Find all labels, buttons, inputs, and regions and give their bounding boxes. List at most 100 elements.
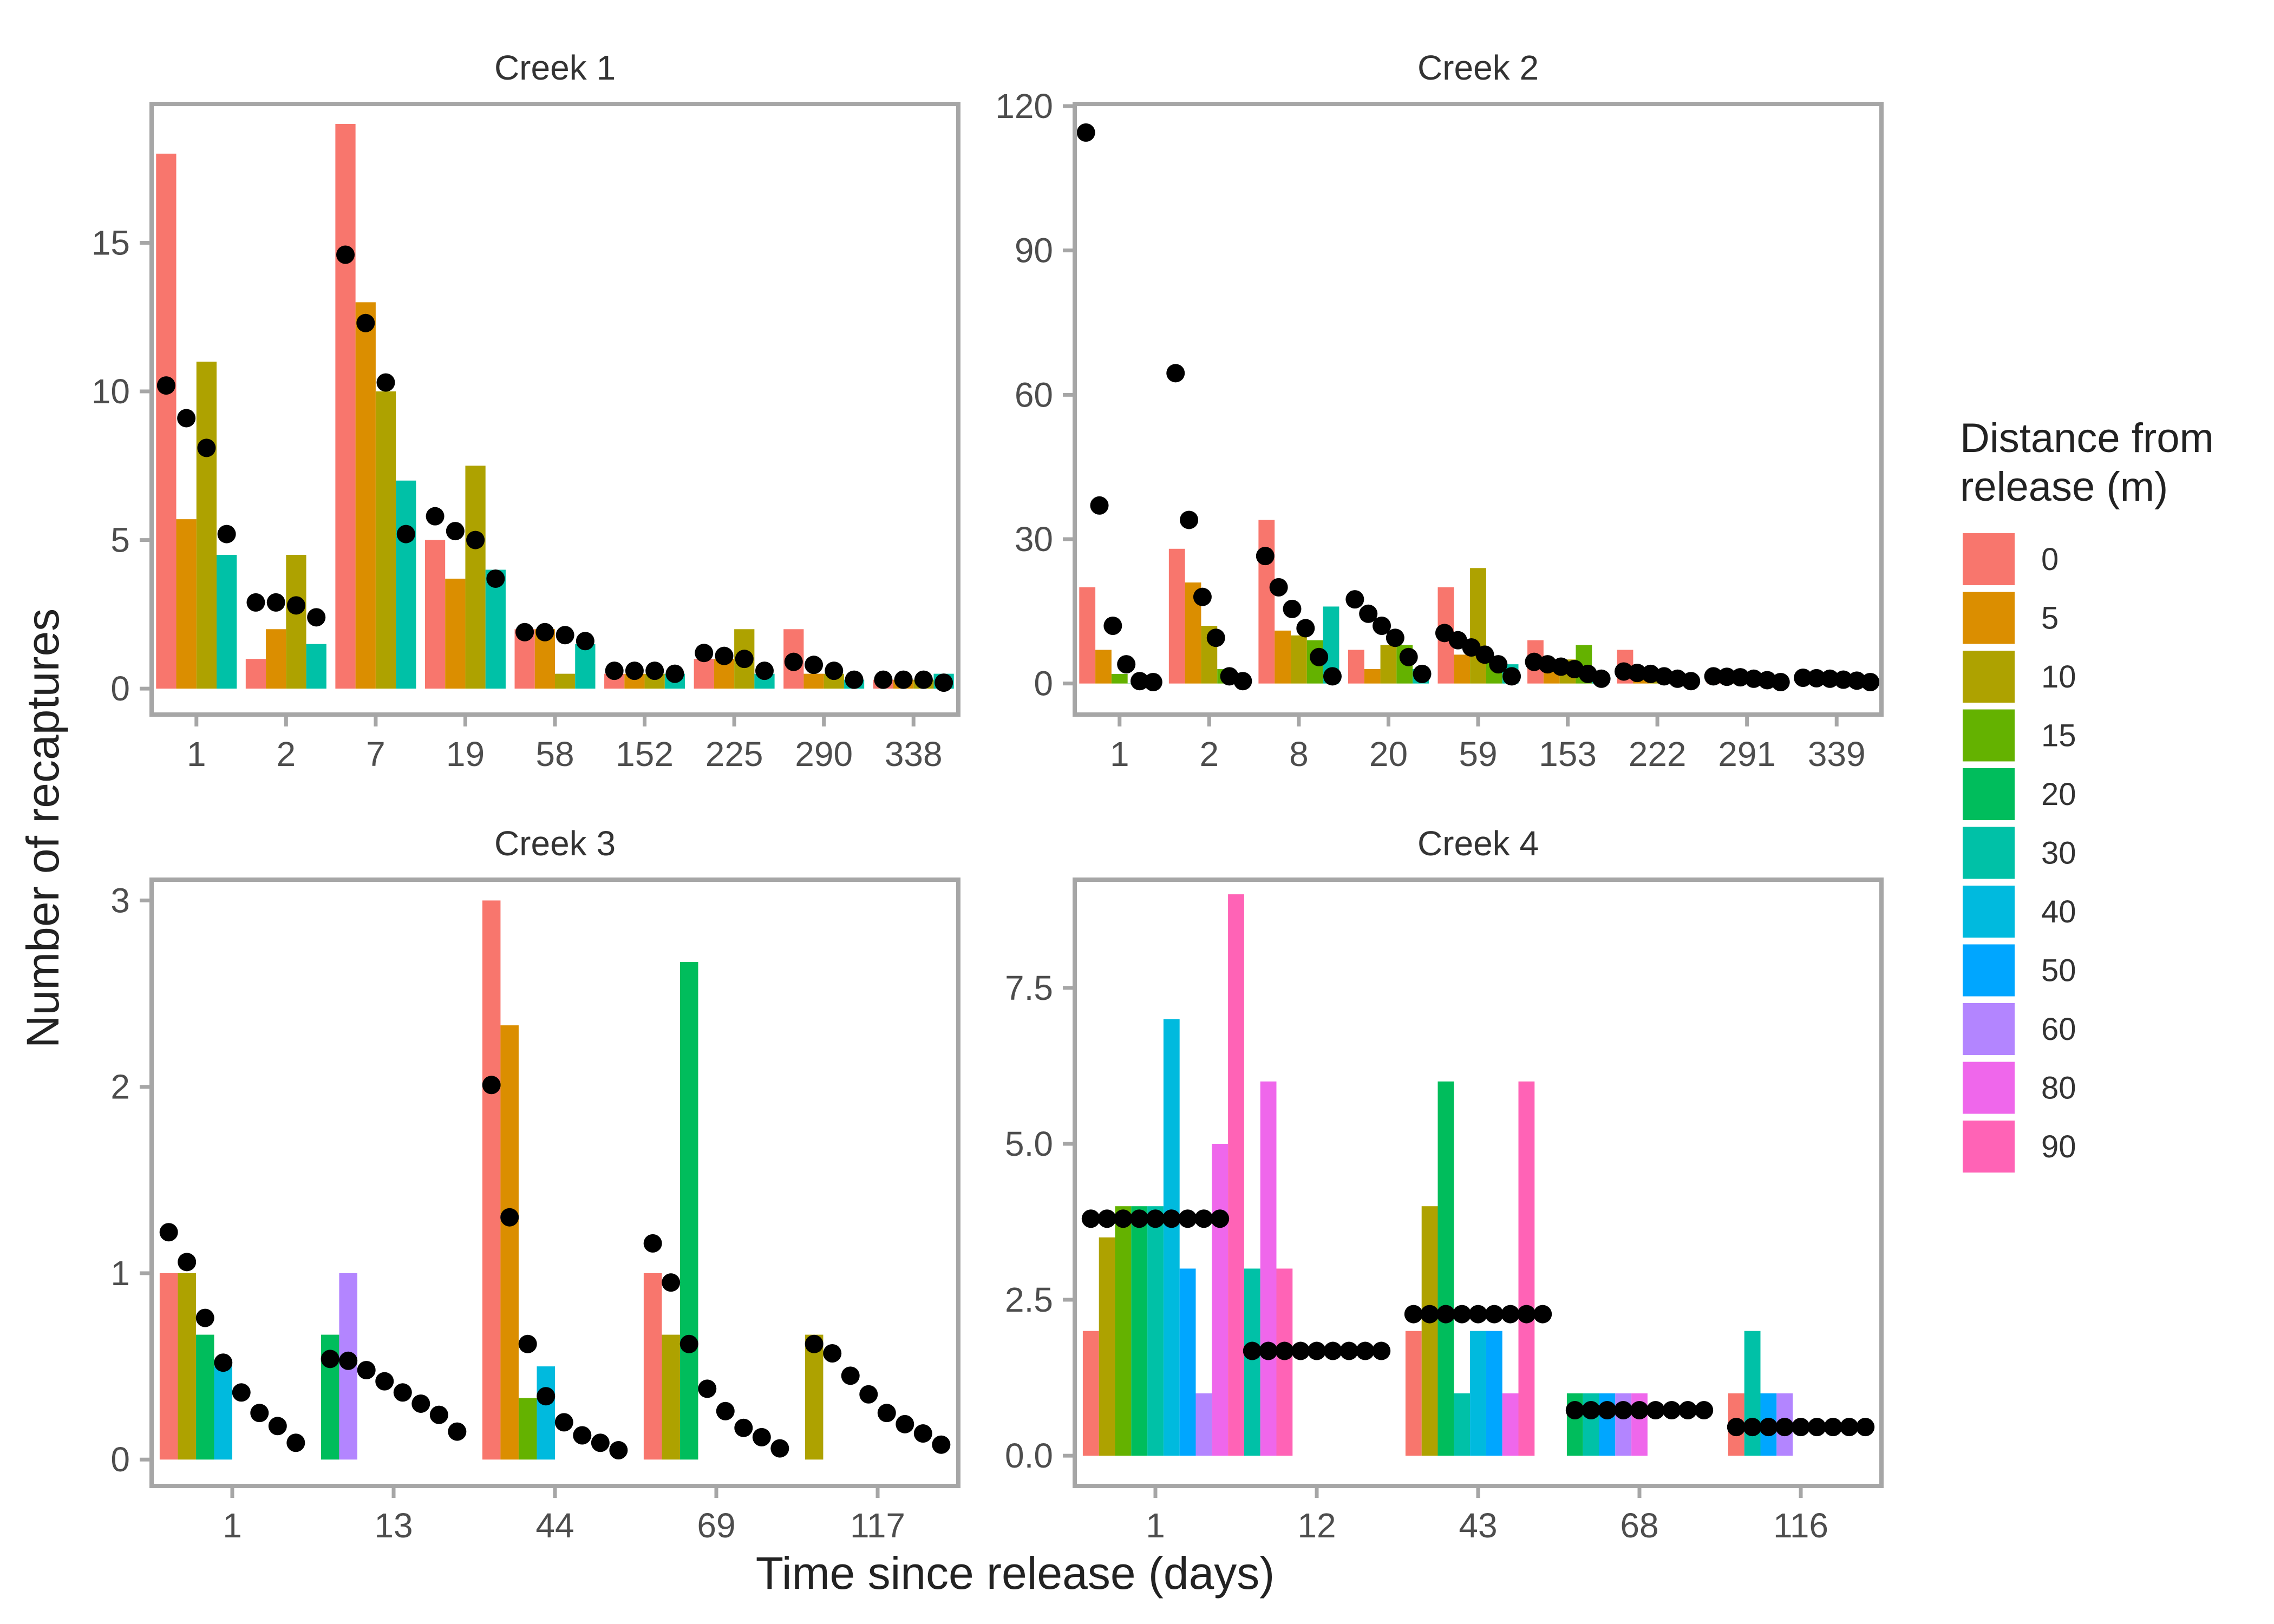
fitted-point (375, 1372, 394, 1391)
bar-10m (196, 362, 217, 689)
fitted-point (466, 531, 485, 549)
fitted-point (486, 569, 505, 588)
fitted-point (1662, 1401, 1681, 1420)
fitted-point (286, 1433, 305, 1452)
bar-5m (266, 629, 286, 689)
fitted-point (1323, 667, 1342, 686)
fitted-point (935, 673, 953, 692)
fitted-point (1744, 669, 1763, 688)
bar-80m (1212, 1143, 1229, 1456)
bar-20m (1437, 1081, 1454, 1456)
fitted-point (1517, 1305, 1536, 1324)
fitted-point (1308, 1341, 1326, 1360)
x-tick-label: 44 (535, 1506, 574, 1545)
fitted-point (643, 1234, 662, 1253)
fitted-point (770, 1439, 789, 1458)
group-222 (1615, 650, 1701, 691)
bar-5m (355, 302, 376, 689)
x-tick-label: 1 (187, 735, 206, 774)
bar-0m (694, 659, 714, 689)
fitted-point (1582, 1401, 1600, 1420)
fitted-point (1592, 669, 1611, 688)
fitted-point (1682, 672, 1701, 691)
fitted-point (1143, 673, 1162, 691)
legend-swatch-60 (1963, 1003, 2015, 1055)
group-68 (1565, 1393, 1714, 1456)
fitted-point (156, 376, 175, 395)
bar-30m (306, 644, 326, 689)
fitted-point (1775, 1418, 1794, 1437)
fitted-point (1283, 599, 1302, 618)
fitted-point (1090, 496, 1109, 515)
fitted-point (1310, 647, 1329, 666)
fitted-point (1435, 624, 1454, 643)
fitted-point (1291, 1341, 1310, 1360)
fitted-point (357, 1360, 376, 1379)
fitted-point (1646, 1401, 1665, 1420)
x-tick-label: 339 (1808, 735, 1866, 774)
panel-border (1073, 102, 1884, 717)
legend-label-40: 40 (2041, 894, 2076, 929)
bar-30m (575, 644, 596, 689)
fitted-point (1436, 1305, 1455, 1324)
fitted-point (755, 662, 774, 680)
fitted-point (1178, 1209, 1197, 1228)
bar-10m (1421, 1206, 1438, 1456)
fitted-point (1356, 1341, 1375, 1360)
bar-10m (1380, 645, 1397, 684)
x-tick-label: 2 (277, 735, 296, 774)
fitted-point (645, 662, 664, 680)
bar-0m (1079, 587, 1096, 684)
bar-15m (518, 1398, 537, 1460)
bar-5m (176, 519, 197, 689)
fitted-point (1533, 1305, 1552, 1324)
group-69 (643, 962, 789, 1460)
group-290 (783, 629, 865, 689)
bar-90m (1228, 894, 1244, 1456)
x-tick-label: 116 (1773, 1506, 1828, 1545)
legend-swatch-0 (1963, 533, 2015, 585)
y-tick-label: 2.5 (1005, 1280, 1053, 1319)
fitted-point (1771, 673, 1790, 691)
fitted-point (393, 1383, 412, 1402)
fitted-point (1856, 1418, 1875, 1437)
group-2 (1166, 364, 1252, 691)
x-axis-title: Time since release (days) (756, 1548, 1275, 1599)
bar-80m (1502, 1393, 1519, 1456)
bar-0m (1348, 650, 1364, 684)
fitted-point (1359, 604, 1378, 623)
fitted-point (217, 525, 236, 543)
panel-2: Creek 2 1 2 8 20 59 153 222 291 339 0 30 60 90 120 (995, 48, 1884, 774)
fitted-point (1339, 1341, 1358, 1360)
fitted-point (609, 1441, 628, 1460)
fitted-point (1794, 669, 1813, 687)
fitted-point (896, 1415, 914, 1433)
fitted-point (1114, 1209, 1133, 1228)
y-tick-label: 15 (92, 224, 130, 263)
fitted-point (1792, 1418, 1810, 1437)
x-tick-label: 43 (1459, 1506, 1497, 1545)
legend-swatch-15 (1963, 709, 2015, 762)
panel-4: Creek 4 1 12 43 68 116 0.0 2.5 5.0 7.5 (1005, 824, 1884, 1545)
legend-label-80: 80 (2041, 1071, 2076, 1106)
group-152 (604, 662, 685, 689)
group-291 (1704, 667, 1790, 691)
y-tick-label: 5 (110, 521, 130, 560)
group-153 (1525, 640, 1611, 688)
fitted-point (518, 1334, 537, 1353)
group-339 (1794, 669, 1880, 691)
bar-10m (286, 555, 306, 689)
group-13 (321, 1273, 467, 1460)
fitted-point (286, 596, 305, 615)
group-1 (1076, 123, 1162, 691)
fitted-point (1614, 1401, 1633, 1420)
x-tick-label: 1 (223, 1506, 242, 1545)
bar-0m (424, 540, 446, 689)
panel-3: Creek 3 1 13 44 69 117 0 1 2 3 (110, 824, 960, 1545)
fitted-point (178, 1253, 197, 1272)
bar-0m (156, 153, 177, 689)
bar-5m (445, 578, 466, 689)
fitted-point (1345, 590, 1364, 609)
bar-80m (1260, 1081, 1277, 1456)
